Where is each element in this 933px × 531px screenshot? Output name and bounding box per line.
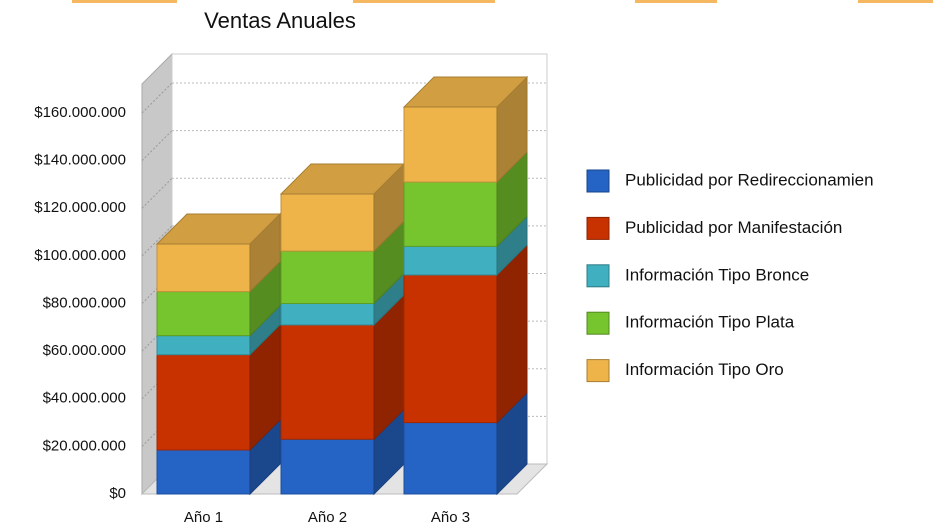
x-tick-label: Año 2	[308, 509, 347, 526]
bar-front	[280, 303, 375, 326]
bar-segment	[279, 162, 406, 253]
legend-swatch	[586, 359, 610, 383]
grid-line	[141, 82, 173, 114]
bar-front	[403, 274, 498, 424]
bar-top	[402, 76, 529, 108]
bar-segment	[402, 75, 529, 184]
bar-segment	[403, 243, 528, 424]
grid-line	[141, 177, 173, 209]
bar-segment	[156, 304, 281, 356]
bar-front	[403, 181, 498, 247]
bar-segment	[156, 323, 281, 452]
bar-front	[156, 243, 251, 293]
chart-title: Ventas Anuales	[204, 8, 356, 33]
y-tick-label: $140.000.000	[34, 152, 126, 169]
tab	[353, 0, 495, 3]
bar-segment	[156, 418, 281, 496]
tab	[635, 0, 717, 3]
y-tick-label: $20.000.000	[43, 437, 126, 454]
legend-label: Publicidad por Redireccionamien	[625, 170, 874, 189]
bar-front	[156, 354, 251, 451]
y-tick-label: $120.000.000	[34, 199, 126, 216]
legend-label: Información Tipo Oro	[625, 360, 784, 379]
bar-top	[155, 213, 282, 245]
grid-line	[141, 130, 173, 161]
bar-front	[280, 438, 375, 495]
legend-swatch	[586, 264, 610, 288]
bar-segment	[280, 293, 405, 441]
y-tick-label: $0	[109, 485, 126, 502]
y-tick-label: $80.000.000	[43, 294, 126, 311]
bar-segment	[403, 391, 528, 496]
bar-side	[496, 243, 528, 424]
bar-front	[403, 106, 498, 183]
bar-front	[156, 449, 251, 495]
tab	[858, 0, 933, 3]
legend-label: Información Tipo Bronce	[625, 265, 809, 284]
bar-front	[403, 245, 498, 276]
bar-segment	[403, 150, 528, 248]
y-tick-label: $100.000.000	[34, 247, 126, 264]
bar-front	[280, 193, 375, 252]
y-tick-label: $60.000.000	[43, 342, 126, 359]
bar-front	[156, 291, 251, 337]
bar-segment	[155, 212, 282, 293]
legend-label: Publicidad por Manifestación	[625, 218, 842, 237]
grid-line	[141, 225, 173, 257]
tab	[72, 0, 177, 3]
legend-label: Información Tipo Plata	[625, 313, 795, 332]
bar-front	[403, 422, 498, 495]
bar-front	[280, 324, 375, 440]
legend-swatch	[586, 169, 610, 193]
bar-segment	[403, 215, 528, 277]
legend-swatch	[586, 216, 610, 240]
x-tick-label: Año 1	[184, 509, 223, 526]
legend-swatch	[586, 311, 610, 335]
y-tick-label: $40.000.000	[43, 390, 126, 407]
bar-front	[156, 335, 251, 356]
bar-front	[280, 250, 375, 305]
bar-segment	[280, 408, 405, 496]
x-tick-label: Año 3	[431, 509, 470, 526]
y-tick-label: $160.000.000	[34, 104, 126, 121]
